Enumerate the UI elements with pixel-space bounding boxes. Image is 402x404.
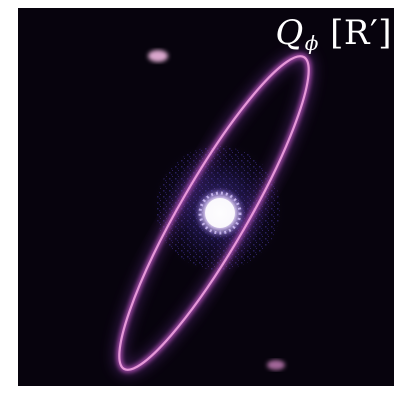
label-unit: [R′] <box>330 13 392 53</box>
upper-ansa <box>148 50 168 62</box>
stokes-label: Qϕ [R′] <box>275 13 392 53</box>
disk-image <box>18 8 394 386</box>
debris-ring <box>116 53 312 373</box>
disk-image-panel <box>18 8 394 386</box>
mask-edge-noise <box>198 191 242 235</box>
lower-ansa <box>267 360 285 370</box>
label-subscript: ϕ <box>304 31 319 55</box>
star-mask <box>205 198 235 228</box>
label-q: Q <box>275 13 304 53</box>
